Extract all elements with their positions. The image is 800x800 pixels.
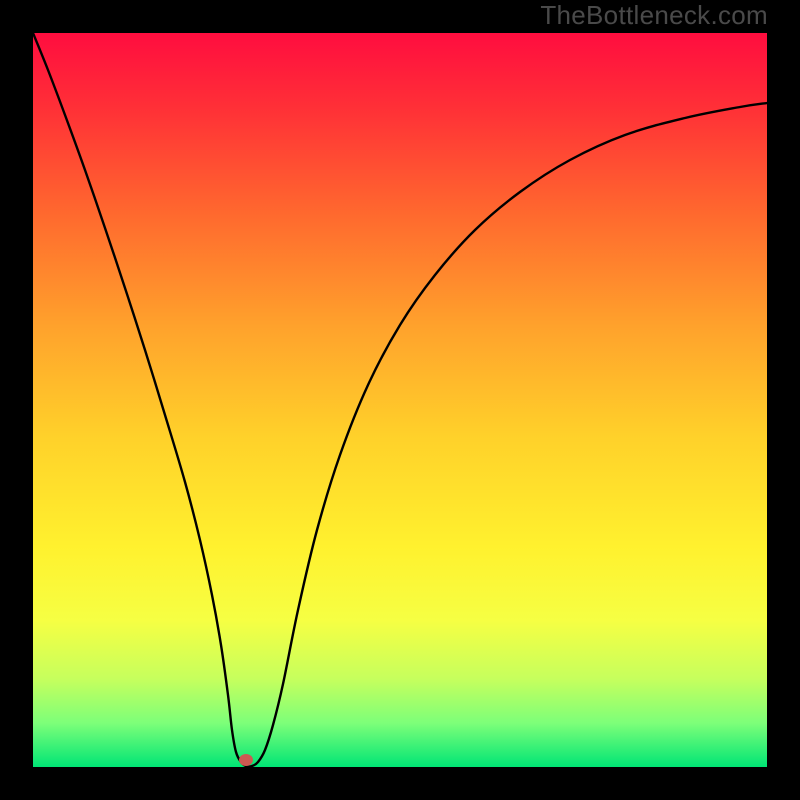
bottleneck-curve — [33, 33, 767, 767]
chart-frame: TheBottleneck.com — [0, 0, 800, 800]
plot-area — [33, 33, 767, 767]
watermark-text: TheBottleneck.com — [540, 0, 768, 31]
minimum-marker — [239, 754, 253, 766]
curve-path — [33, 33, 767, 767]
